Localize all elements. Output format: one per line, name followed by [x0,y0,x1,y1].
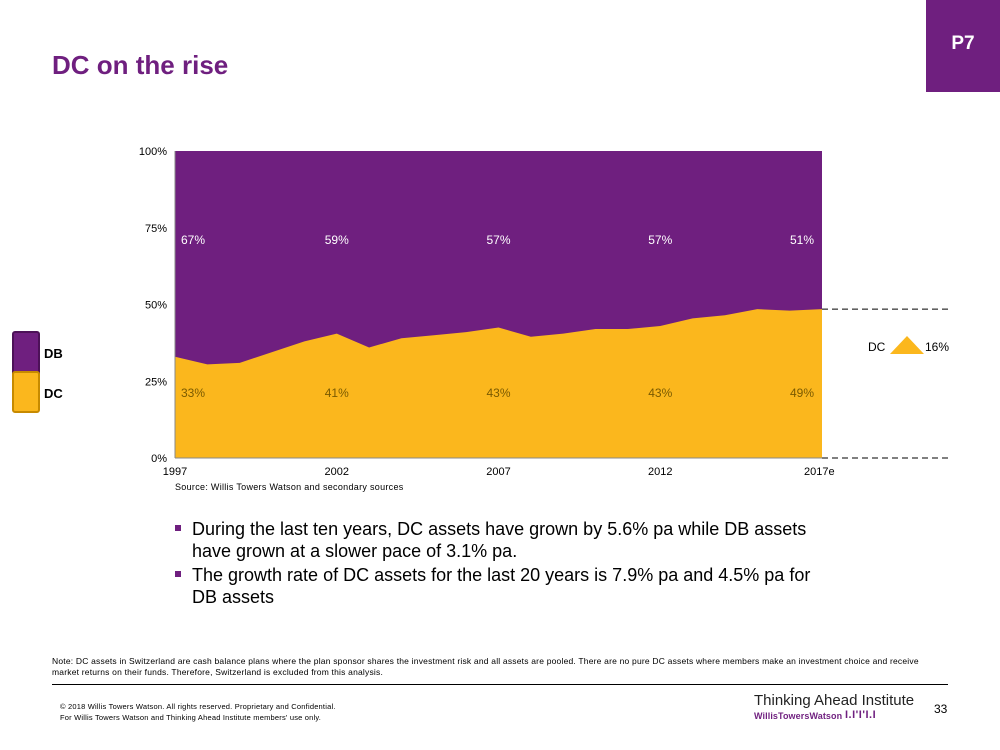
chart-source: Source: Willis Towers Watson and seconda… [175,482,404,492]
copyright: © 2018 Willis Towers Watson. All rights … [60,701,336,723]
legend-label-db: DB [44,346,63,361]
copyright-line-2: For Willis Towers Watson and Thinking Ah… [60,713,322,722]
y-tick-label: 50% [145,300,167,312]
dc-data-label: 43% [648,386,672,400]
db-data-label: 67% [181,233,205,247]
dc-growth-label: DC [868,340,886,354]
page-number: 33 [934,702,948,716]
brand-logo-mark: I.I'I'I.I [845,709,877,721]
y-tick-label: 100% [139,146,167,158]
db-data-label: 51% [790,233,814,247]
x-tick-label: 2007 [486,466,510,478]
legend-swatch-dc [12,371,40,413]
db-data-label: 59% [325,233,349,247]
page-tag: P7 [926,0,1000,92]
copyright-line-1: © 2018 Willis Towers Watson. All rights … [60,702,336,711]
x-tick-label: 2012 [648,466,672,478]
brand-name: WillisTowersWatson [754,711,843,721]
dc-data-label: 41% [325,386,349,400]
dc-growth-value: 16% [925,340,950,354]
footnote: Note: DC assets in Switzerland are cash … [52,656,919,677]
y-tick-label: 0% [151,453,167,465]
page-tag-label: P7 [951,33,975,54]
db-data-label: 57% [648,233,672,247]
legend-label-dc: DC [44,386,63,401]
x-tick-label: 2002 [325,466,349,478]
db-data-label: 57% [486,233,510,247]
dc-growth-annotation: DC 16% [868,336,949,354]
dc-data-label: 33% [181,386,205,400]
page-title: DC on the rise [52,50,229,80]
bullet-item: During the last ten years, DC assets hav… [172,518,832,562]
dc-area [175,309,822,458]
stacked-area-chart: 0% 25% 50% 75% 100% 1997 2002 2007 2012 2017e 67% 3… [139,146,950,478]
bullet-item: The growth rate of DC assets for the las… [172,564,832,608]
y-tick-label: 25% [145,376,167,388]
x-tick-label: 1997 [163,466,187,478]
x-tick-label: 2017e [804,466,835,478]
bullet-list: During the last ten years, DC assets hav… [172,518,832,610]
up-triangle-icon [890,336,924,354]
dc-data-label: 49% [790,386,814,400]
footer-divider [52,684,948,685]
dc-data-label: 43% [486,386,510,400]
y-tick-label: 75% [145,223,167,235]
institute-name: Thinking Ahead Institute [754,692,915,709]
